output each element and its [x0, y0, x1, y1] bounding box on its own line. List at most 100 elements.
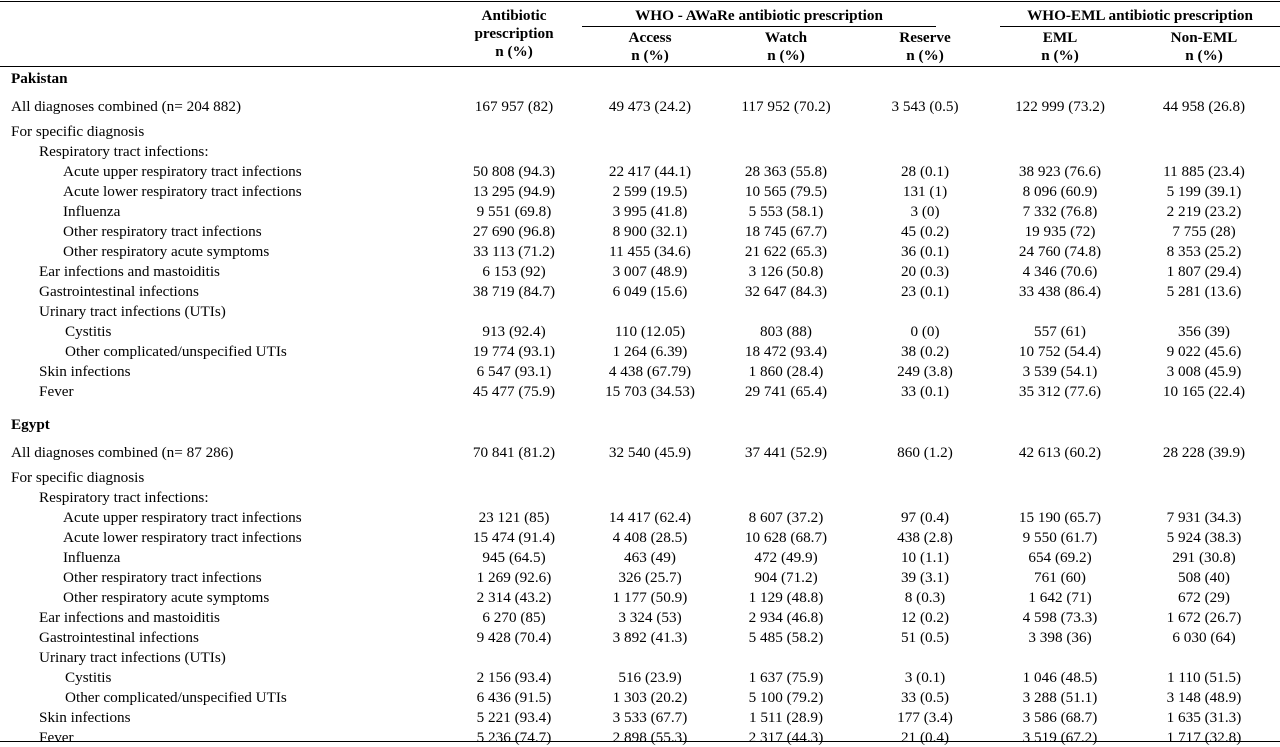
table-cell: 15 474 (91.4) [472, 529, 556, 546]
table-cell: 9 428 (70.4) [476, 629, 552, 646]
table-cell: 23 121 (85) [478, 509, 550, 526]
table-cell: 50 808 (94.3) [472, 163, 556, 180]
row-label: Other respiratory tract infections [63, 569, 262, 586]
table-cell: 33 (0.5) [900, 689, 950, 706]
table-cell: 1 637 (75.9) [748, 669, 824, 686]
table-cell: 654 (69.2) [1028, 549, 1092, 566]
eml-group-rule [1000, 26, 1280, 27]
table-cell: 5 281 (13.6) [1166, 283, 1242, 300]
table-cell: 10 628 (68.7) [744, 529, 828, 546]
table-cell: 356 (39) [1178, 323, 1230, 340]
table-cell: 5 924 (38.3) [1166, 529, 1242, 546]
table-cell: 1 303 (20.2) [612, 689, 688, 706]
col-header-eml-name: EML [1042, 29, 1078, 46]
row-label: Other complicated/unspecified UTIs [65, 689, 287, 706]
table-cell: 2 599 (19.5) [612, 183, 688, 200]
row-label: Ear infections and mastoiditis [39, 609, 220, 626]
row-label: Influenza [63, 549, 121, 566]
row-label: For specific diagnosis [11, 123, 145, 140]
table-cell: 2 219 (23.2) [1166, 203, 1242, 220]
col-header-access-unit: n (%) [631, 47, 669, 64]
table-cell: 8 900 (32.1) [612, 223, 688, 240]
table-cell: 5 199 (39.1) [1166, 183, 1242, 200]
table-cell: 18 745 (67.7) [744, 223, 828, 240]
table-cell: 177 (3.4) [897, 709, 953, 726]
table-cell: 42 613 (60.2) [1018, 444, 1102, 461]
table-cell: 12 (0.2) [900, 609, 950, 626]
table-cell: 945 (64.5) [482, 549, 546, 566]
row-label: Urinary tract infections (UTIs) [39, 303, 226, 320]
table-cell: 7 755 (28) [1172, 223, 1236, 240]
row-label: Acute upper respiratory tract infections [63, 509, 302, 526]
row-label: Other respiratory tract infections [63, 223, 262, 240]
table-cell: 11 455 (34.6) [609, 243, 691, 260]
table-cell: 6 049 (15.6) [612, 283, 688, 300]
col-header-watch-name: Watch [764, 29, 808, 46]
row-label: Skin infections [39, 709, 131, 726]
col-header-reserve: Reserve n (%) [875, 29, 975, 65]
col-header-antibiotic-line2: prescription [474, 25, 554, 42]
row-label: Influenza [63, 203, 121, 220]
table-cell: 13 295 (94.9) [472, 183, 556, 200]
table-cell: 27 690 (96.8) [472, 223, 556, 240]
row-label: Fever [39, 383, 74, 400]
table-cell: 10 752 (54.4) [1018, 343, 1102, 360]
table-cell: 23 (0.1) [900, 283, 950, 300]
table-cell: 1 110 (51.5) [1166, 669, 1242, 686]
table-cell: 4 408 (28.5) [612, 529, 688, 546]
table-cell: 2 156 (93.4) [476, 669, 552, 686]
table-cell: 28 228 (39.9) [1162, 444, 1246, 461]
table-cell: 1 046 (48.5) [1022, 669, 1098, 686]
table-cell: 3 519 (67.2) [1022, 729, 1098, 746]
row-label: Other respiratory acute symptoms [63, 243, 270, 260]
table-cell: 5 236 (74.7) [476, 729, 552, 746]
table-cell: 10 565 (79.5) [744, 183, 828, 200]
table-cell: 6 153 (92) [482, 263, 546, 280]
table-cell: 32 540 (45.9) [608, 444, 692, 461]
table-cell: 51 (0.5) [900, 629, 950, 646]
row-label: All diagnoses combined (n= 87 286) [11, 444, 234, 461]
table-cell: 291 (30.8) [1172, 549, 1236, 566]
table-cell: 249 (3.8) [897, 363, 953, 380]
table-cell: 3 586 (68.7) [1022, 709, 1098, 726]
table-cell: 1 177 (50.9) [612, 589, 688, 606]
col-header-reserve-name: Reserve [899, 29, 951, 46]
table-cell: 19 774 (93.1) [472, 343, 556, 360]
table-cell: 38 923 (76.6) [1018, 163, 1102, 180]
table-cell: 3 008 (45.9) [1166, 363, 1242, 380]
table-cell: 7 931 (34.3) [1166, 509, 1242, 526]
table-cell: 761 (60) [1034, 569, 1086, 586]
table-cell: 8 607 (37.2) [748, 509, 824, 526]
col-header-antibiotic-line3: n (%) [495, 43, 533, 60]
row-label: All diagnoses combined (n= 204 882) [11, 98, 242, 115]
table-cell: 36 (0.1) [900, 243, 950, 260]
table-cell: 463 (49) [624, 549, 676, 566]
header-bottom-rule [0, 66, 1280, 67]
table-cell: 22 417 (44.1) [608, 163, 692, 180]
row-label: Cystitis [65, 323, 112, 340]
table-cell: 10 (1.1) [900, 549, 950, 566]
table-cell: 10 165 (22.4) [1162, 383, 1246, 400]
bottom-rule [0, 741, 1280, 742]
table-cell: 1 635 (31.3) [1166, 709, 1242, 726]
table-cell: 1 269 (92.6) [476, 569, 552, 586]
table-cell: 516 (23.9) [618, 669, 682, 686]
table-cell: 20 (0.3) [900, 263, 950, 280]
table-cell: 0 (0) [910, 323, 940, 340]
table-cell: 1 511 (28.9) [748, 709, 824, 726]
top-rule [0, 1, 1280, 2]
section-heading-pakistan: Pakistan [11, 70, 68, 87]
table-cell: 8 353 (25.2) [1166, 243, 1242, 260]
table-cell: 904 (71.2) [754, 569, 818, 586]
table-cell: 3 533 (67.7) [612, 709, 688, 726]
table-cell: 3 398 (36) [1028, 629, 1092, 646]
table-cell: 2 317 (44.3) [748, 729, 824, 746]
table-cell: 1 264 (6.39) [612, 343, 688, 360]
row-label: Acute lower respiratory tract infections [63, 529, 302, 546]
row-label: Other complicated/unspecified UTIs [65, 343, 287, 360]
table-cell: 33 113 (71.2) [473, 243, 555, 260]
table-cell: 2 898 (55.3) [612, 729, 688, 746]
table-cell: 39 (3.1) [900, 569, 950, 586]
table-cell: 21 622 (65.3) [744, 243, 828, 260]
col-header-antibiotic: Antibiotic prescription n (%) [455, 7, 573, 61]
